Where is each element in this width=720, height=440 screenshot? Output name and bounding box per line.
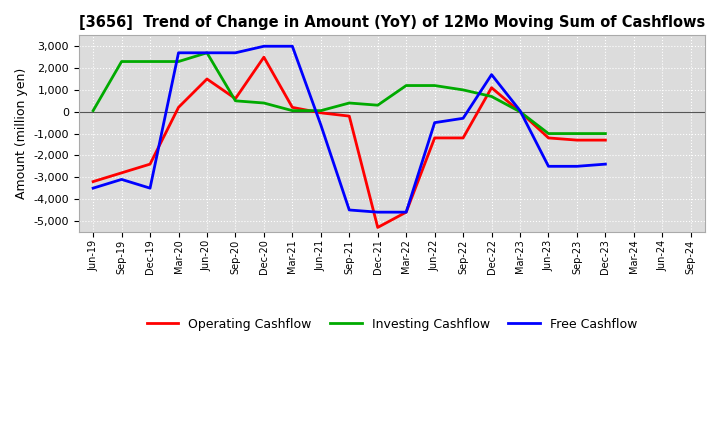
Operating Cashflow — [345, 114, 354, 119]
Operating Cashflow — [317, 110, 325, 115]
Free Cashflow — [516, 108, 524, 113]
Free Cashflow — [117, 177, 126, 182]
Line: Operating Cashflow: Operating Cashflow — [93, 57, 606, 227]
Legend: Operating Cashflow, Investing Cashflow, Free Cashflow: Operating Cashflow, Investing Cashflow, … — [142, 313, 642, 336]
Operating Cashflow — [572, 137, 581, 143]
Free Cashflow — [317, 122, 325, 128]
Investing Cashflow — [117, 59, 126, 64]
Investing Cashflow — [89, 108, 97, 113]
Operating Cashflow — [231, 96, 240, 101]
Free Cashflow — [572, 164, 581, 169]
Free Cashflow — [231, 50, 240, 55]
Investing Cashflow — [601, 131, 610, 136]
Operating Cashflow — [374, 225, 382, 230]
Investing Cashflow — [174, 59, 183, 64]
Investing Cashflow — [345, 100, 354, 106]
Investing Cashflow — [572, 131, 581, 136]
Investing Cashflow — [459, 87, 467, 92]
Free Cashflow — [402, 209, 410, 215]
Free Cashflow — [89, 186, 97, 191]
Operating Cashflow — [117, 170, 126, 176]
Free Cashflow — [374, 209, 382, 215]
Operating Cashflow — [288, 105, 297, 110]
Investing Cashflow — [516, 109, 524, 114]
Title: [3656]  Trend of Change in Amount (YoY) of 12Mo Moving Sum of Cashflows: [3656] Trend of Change in Amount (YoY) o… — [78, 15, 705, 30]
Operating Cashflow — [431, 135, 439, 140]
Y-axis label: Amount (million yen): Amount (million yen) — [15, 68, 28, 199]
Free Cashflow — [431, 120, 439, 125]
Operating Cashflow — [202, 77, 211, 82]
Investing Cashflow — [402, 83, 410, 88]
Investing Cashflow — [288, 108, 297, 113]
Free Cashflow — [345, 207, 354, 213]
Operating Cashflow — [89, 179, 97, 184]
Free Cashflow — [487, 72, 496, 77]
Investing Cashflow — [202, 50, 211, 55]
Investing Cashflow — [544, 131, 553, 136]
Free Cashflow — [459, 116, 467, 121]
Investing Cashflow — [487, 94, 496, 99]
Operating Cashflow — [459, 135, 467, 140]
Operating Cashflow — [174, 105, 183, 110]
Line: Investing Cashflow: Investing Cashflow — [93, 53, 606, 134]
Operating Cashflow — [260, 55, 269, 60]
Investing Cashflow — [260, 100, 269, 106]
Operating Cashflow — [145, 161, 154, 167]
Investing Cashflow — [374, 103, 382, 108]
Free Cashflow — [145, 186, 154, 191]
Operating Cashflow — [516, 109, 524, 114]
Operating Cashflow — [601, 137, 610, 143]
Free Cashflow — [544, 164, 553, 169]
Free Cashflow — [601, 161, 610, 167]
Free Cashflow — [202, 50, 211, 55]
Operating Cashflow — [487, 85, 496, 90]
Investing Cashflow — [431, 83, 439, 88]
Operating Cashflow — [544, 135, 553, 140]
Operating Cashflow — [402, 209, 410, 215]
Free Cashflow — [174, 50, 183, 55]
Investing Cashflow — [231, 98, 240, 103]
Line: Free Cashflow: Free Cashflow — [93, 46, 606, 212]
Investing Cashflow — [145, 59, 154, 64]
Investing Cashflow — [317, 108, 325, 113]
Free Cashflow — [260, 44, 269, 49]
Free Cashflow — [288, 44, 297, 49]
